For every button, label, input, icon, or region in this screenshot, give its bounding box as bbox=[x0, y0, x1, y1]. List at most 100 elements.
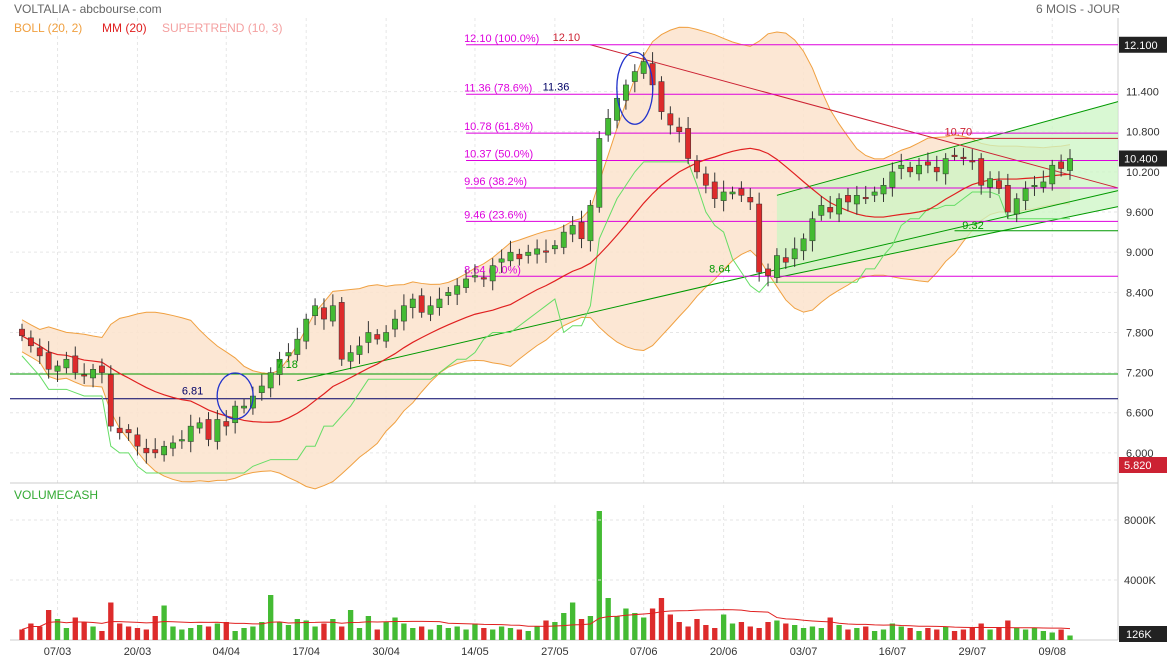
volume-bar bbox=[729, 623, 736, 640]
candle-up bbox=[614, 98, 620, 121]
volume-bar bbox=[214, 623, 221, 640]
candle-down bbox=[1058, 161, 1065, 169]
volume-bar bbox=[170, 626, 176, 640]
volume-bar bbox=[90, 626, 96, 640]
volume-bar bbox=[188, 628, 194, 640]
volume-bar bbox=[339, 626, 345, 640]
candle-down bbox=[116, 427, 123, 434]
volume-bar bbox=[1040, 631, 1047, 640]
candle-down bbox=[205, 419, 212, 440]
candle-down bbox=[374, 334, 381, 340]
bollinger-upper-line bbox=[21, 26, 1071, 375]
volume-bar bbox=[1005, 620, 1011, 640]
volume-average-line bbox=[21, 609, 1071, 630]
volume-bar bbox=[641, 617, 647, 640]
last-price-label: 10.400 bbox=[1124, 154, 1158, 166]
candle-up bbox=[942, 158, 949, 175]
fibonacci-level-label: 9.46 (23.6%) bbox=[464, 209, 527, 221]
volume-bar bbox=[578, 619, 585, 640]
candle-down bbox=[969, 160, 976, 163]
candle-up bbox=[587, 205, 594, 242]
volume-bar bbox=[569, 602, 576, 640]
volume-bar bbox=[454, 626, 460, 640]
volume-bar bbox=[898, 626, 904, 640]
x-tick-label: 14/05 bbox=[461, 646, 489, 658]
volume-bar bbox=[987, 629, 993, 640]
bottom-price-tag bbox=[1119, 457, 1167, 473]
volume-bar bbox=[134, 628, 141, 640]
volume-bar bbox=[321, 623, 327, 640]
candle-up bbox=[791, 248, 798, 260]
x-tick-label: 17/04 bbox=[292, 646, 320, 658]
candle-up bbox=[1022, 188, 1029, 201]
candle-down bbox=[36, 347, 43, 357]
supertrend-line bbox=[21, 161, 1070, 474]
bollinger-lower-line bbox=[21, 203, 1071, 490]
candle-down bbox=[45, 352, 52, 370]
volume-bar bbox=[552, 622, 558, 640]
volume-bar bbox=[196, 625, 203, 640]
candle-up bbox=[800, 238, 807, 252]
volume-bar bbox=[543, 620, 549, 640]
candle-up bbox=[267, 372, 274, 389]
moving-average-line bbox=[21, 147, 1071, 423]
y-tick-label: 6.000 bbox=[1126, 448, 1154, 460]
volume-bar bbox=[374, 629, 380, 640]
candle-up bbox=[1031, 185, 1038, 188]
downtrend-line bbox=[590, 44, 1119, 189]
x-tick-label: 04/04 bbox=[213, 646, 241, 658]
x-tick-label: 03/07 bbox=[790, 646, 818, 658]
candle-up bbox=[365, 332, 372, 343]
y-tick-label: 11.400 bbox=[1126, 87, 1159, 99]
volume-bar bbox=[347, 610, 354, 640]
candle-up bbox=[836, 198, 842, 215]
candle-down bbox=[543, 250, 549, 253]
volume-bar bbox=[223, 622, 229, 640]
candle-up bbox=[392, 318, 398, 330]
x-tick-label: 20/06 bbox=[710, 646, 738, 658]
chart-title: VOLTALIA - abcbourse.com bbox=[14, 2, 162, 16]
candle-up bbox=[258, 385, 265, 393]
y-tick-label: 8.400 bbox=[1126, 287, 1154, 299]
volume-bar bbox=[747, 626, 753, 640]
candle-up bbox=[463, 278, 469, 288]
volume-bar bbox=[481, 628, 487, 640]
volume-bar bbox=[125, 626, 132, 640]
volume-bar bbox=[889, 623, 896, 640]
volume-bar bbox=[916, 631, 922, 640]
candle-down bbox=[978, 158, 985, 186]
volume-bar bbox=[667, 614, 674, 640]
candle-up bbox=[596, 138, 603, 208]
annotation-label: 11.36 bbox=[543, 81, 570, 93]
volume-bar bbox=[117, 623, 123, 640]
candle-down bbox=[747, 197, 754, 203]
candle-up bbox=[356, 345, 363, 355]
y-tick-label: 7.800 bbox=[1126, 327, 1154, 339]
volume-bar bbox=[880, 629, 887, 640]
volume-bar bbox=[463, 629, 469, 640]
volume-bar bbox=[45, 610, 52, 640]
volume-bar bbox=[863, 626, 869, 640]
candle-up bbox=[454, 285, 461, 295]
candle-down bbox=[72, 355, 79, 373]
candle-up bbox=[551, 245, 558, 250]
candle-up bbox=[178, 439, 185, 442]
candle-down bbox=[711, 181, 718, 199]
volume-bar bbox=[285, 625, 292, 640]
y-tick-label: 6.600 bbox=[1126, 408, 1154, 420]
volume-bar bbox=[792, 625, 798, 640]
candle-up bbox=[409, 298, 416, 308]
volume-bar bbox=[401, 623, 407, 640]
fibonacci-level-label: 12.10 (100.0%) bbox=[464, 33, 539, 45]
y-tick-label: 7.200 bbox=[1126, 368, 1154, 380]
volume-panel: 8000K 4000K 126K bbox=[10, 511, 1167, 642]
candle-up bbox=[507, 251, 514, 262]
volume-bar bbox=[205, 626, 212, 640]
fibonacci-level-label: 10.78 (61.8%) bbox=[464, 121, 533, 133]
top-price-tag bbox=[1119, 36, 1167, 53]
legend-supertrend: SUPERTREND (10, 3) bbox=[162, 21, 283, 35]
volume-bar bbox=[765, 622, 771, 640]
candle-up bbox=[196, 422, 203, 429]
candle-down bbox=[125, 429, 132, 434]
